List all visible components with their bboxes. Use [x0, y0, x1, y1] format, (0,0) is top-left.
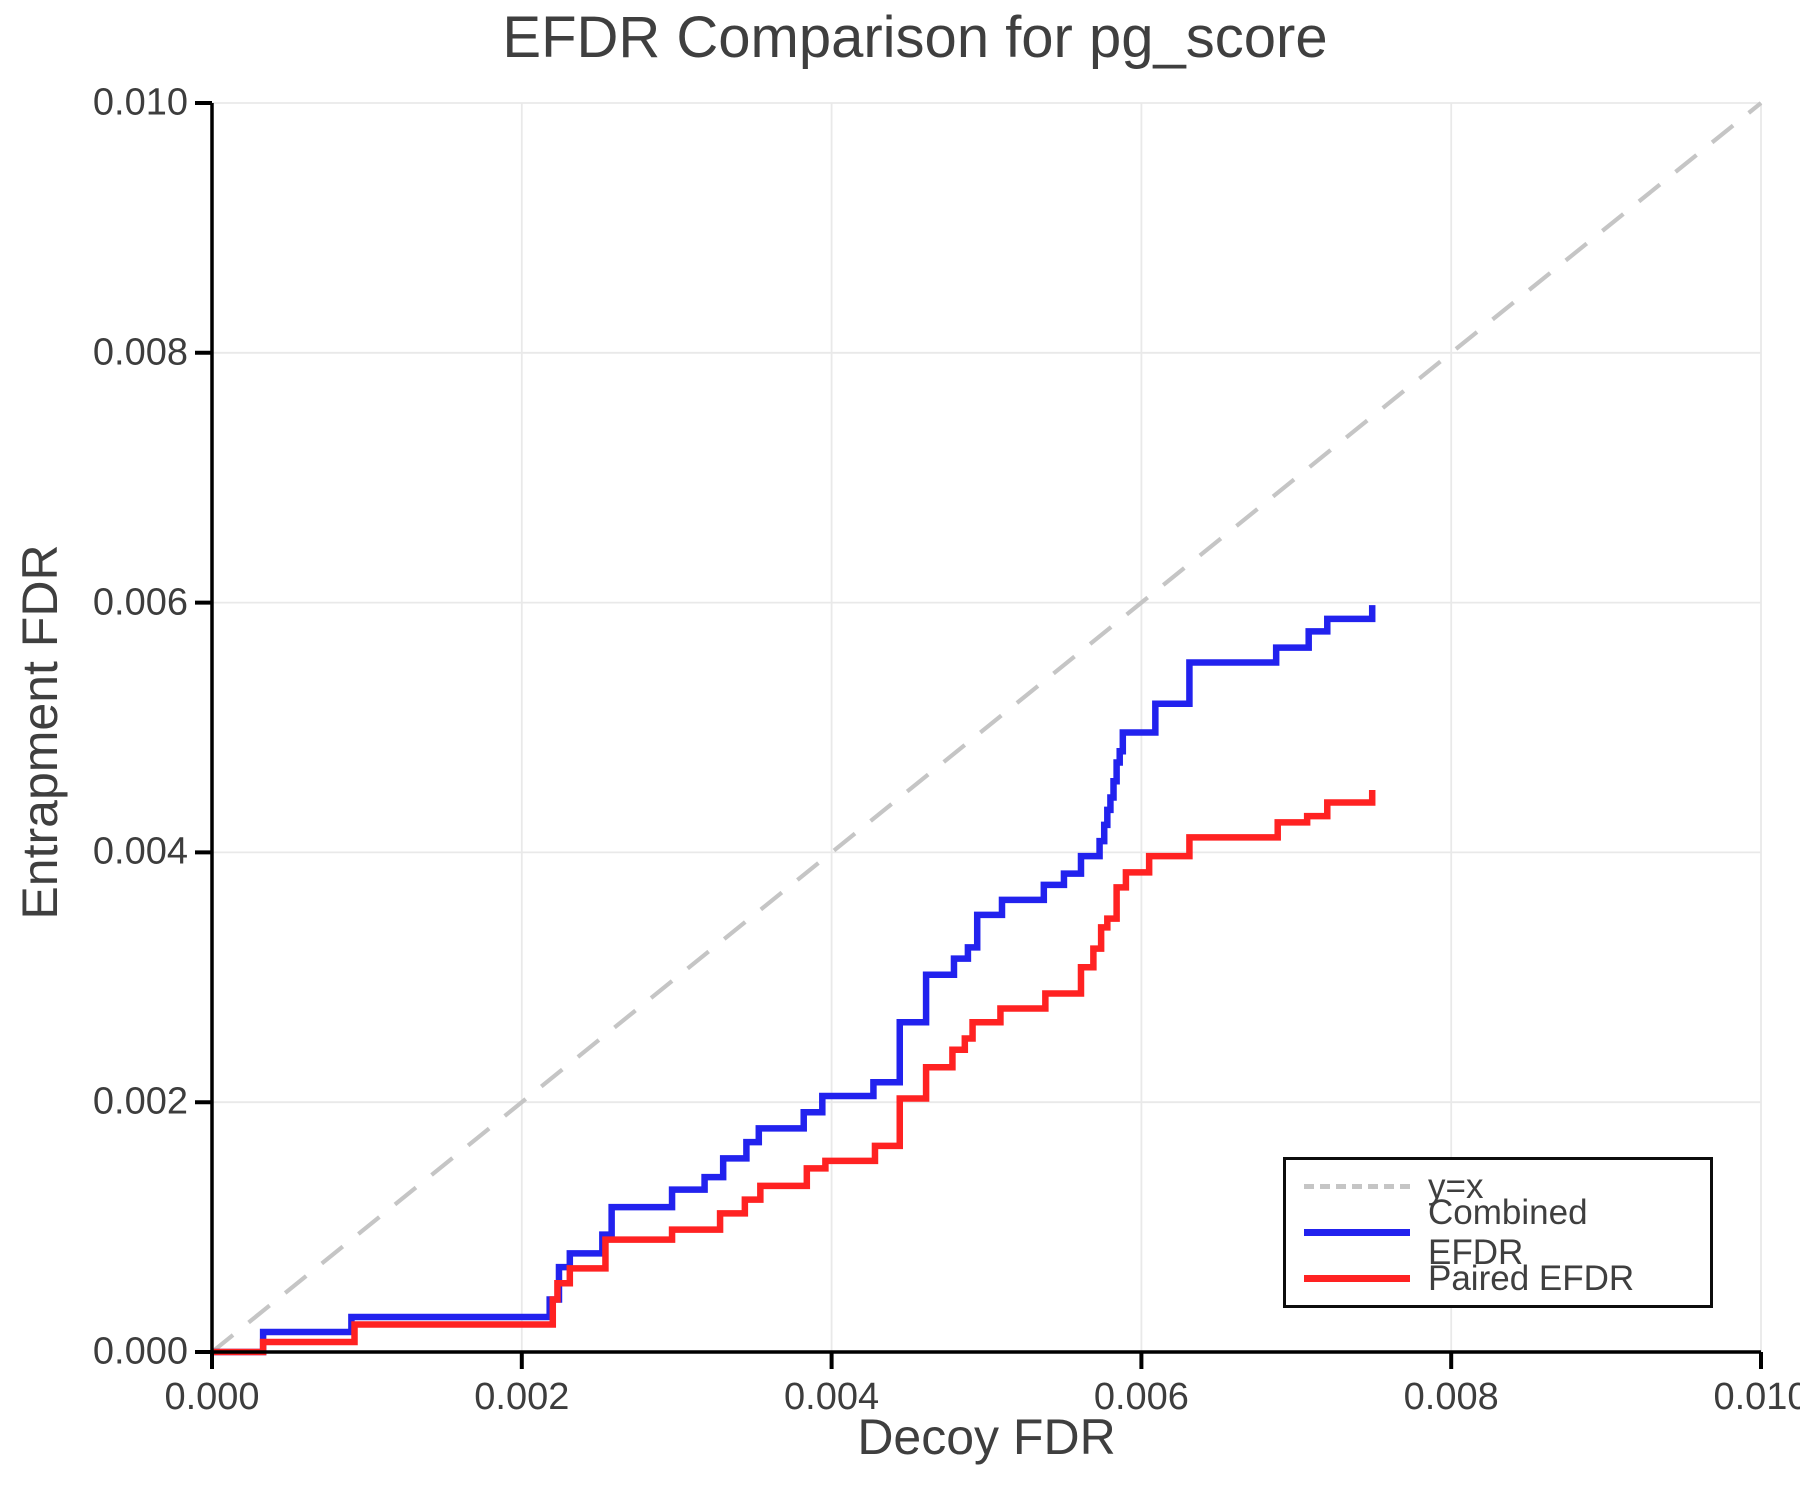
reference-line-y-equals-x	[210, 101, 1763, 1354]
y-tick-label: 0.004	[92, 830, 188, 873]
y-tick-label: 0.010	[92, 81, 188, 124]
x-tick-label: 0.008	[1403, 1376, 1499, 1418]
y-axis-label: Entrapment FDR	[12, 544, 68, 920]
y-tick-label: 0.002	[92, 1080, 188, 1123]
legend-label-combined-efdr: Combined EFDR	[1428, 1192, 1588, 1272]
y-tick-label: 0.006	[92, 581, 188, 624]
y-tick-label: 0.000	[92, 1330, 188, 1373]
series-line-paired-efdr	[212, 789, 1376, 1356]
x-tick-label: 0.004	[784, 1376, 880, 1418]
x-tick-label: 0.000	[164, 1376, 260, 1418]
chart-title: EFDR Comparison for pg_score	[502, 5, 1328, 70]
y-tick-label: 0.008	[92, 331, 188, 374]
series-line-combined-efdr	[212, 605, 1376, 1356]
dashed-line-icon	[1304, 1184, 1410, 1189]
blue-line-icon	[1304, 1229, 1410, 1236]
legend-item-combined-efdr: Combined EFDR	[1304, 1193, 1692, 1272]
x-axis-label: Decoy FDR	[857, 1409, 1116, 1465]
legend-label-yx: y=x	[1428, 1166, 1484, 1206]
red-line-icon	[1304, 1275, 1410, 1282]
x-tick-label: 0.010	[1713, 1376, 1800, 1418]
x-tick-label: 0.002	[474, 1376, 570, 1418]
x-tick-label: 0.006	[1093, 1376, 1189, 1418]
legend-label-paired-efdr: Paired EFDR	[1428, 1258, 1635, 1298]
legend-item-yx: y=x	[1304, 1167, 1692, 1207]
legend-item-paired-efdr: Paired EFDR	[1304, 1259, 1692, 1299]
legend: y=x Combined EFDR Paired EFDR	[1283, 1157, 1713, 1308]
